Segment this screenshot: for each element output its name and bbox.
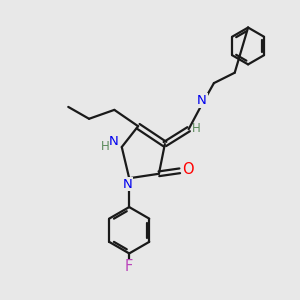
Text: N: N	[197, 94, 207, 107]
Text: N: N	[109, 135, 118, 148]
Text: F: F	[125, 259, 133, 274]
Text: H: H	[192, 122, 200, 135]
Text: N: N	[123, 178, 133, 191]
Text: O: O	[182, 162, 194, 177]
Text: H: H	[101, 140, 110, 153]
